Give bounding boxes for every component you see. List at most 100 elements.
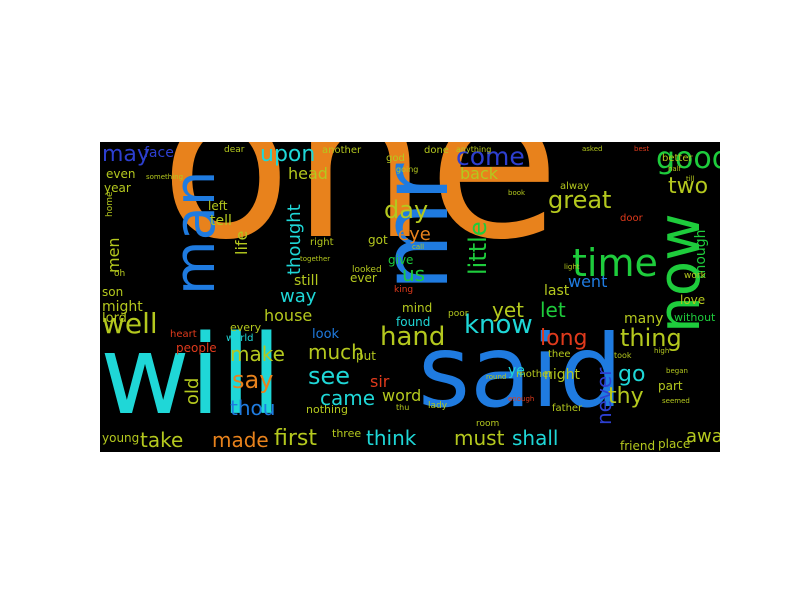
- word-head: head: [288, 164, 328, 183]
- word-young: young: [102, 431, 140, 445]
- word-one: one: [160, 142, 561, 287]
- word-poor: poor: [448, 309, 469, 319]
- word-will: will: [100, 311, 282, 439]
- word-friend: friend: [620, 439, 656, 452]
- word-heart: heart: [170, 329, 197, 340]
- word-part: part: [658, 379, 683, 393]
- word-look: look: [312, 327, 340, 342]
- word-oh: oh: [114, 269, 126, 279]
- word-good: good: [656, 142, 720, 176]
- word-began: began: [666, 367, 688, 375]
- word-alway: alway: [560, 181, 590, 192]
- word-many: many: [624, 311, 664, 327]
- word-mother: mother: [516, 369, 553, 380]
- word-without: without: [674, 311, 716, 324]
- word-place: place: [658, 437, 691, 451]
- word-great: great: [548, 186, 612, 214]
- word-thou: thou: [230, 396, 276, 420]
- word-yet: yet: [492, 298, 524, 322]
- word-thu: thu: [396, 403, 410, 412]
- word-well: well: [102, 307, 158, 340]
- word-thought: thought: [284, 204, 305, 275]
- word-dear: dear: [224, 145, 245, 155]
- word-right: right: [310, 237, 334, 248]
- word-even: even: [106, 167, 136, 181]
- word-say: say: [232, 366, 274, 394]
- word-think: think: [366, 426, 417, 450]
- word-still: still: [294, 273, 319, 289]
- word-going: going: [396, 165, 419, 174]
- word-something: something: [146, 173, 184, 181]
- word-night: night: [544, 367, 581, 383]
- word-asked: asked: [582, 145, 603, 153]
- word-together: together: [300, 255, 331, 263]
- word-better: better: [662, 153, 693, 164]
- word-book: book: [508, 189, 526, 197]
- word-till: till: [686, 175, 695, 183]
- word-thee: thee: [548, 349, 571, 360]
- word-man: man: [163, 170, 228, 295]
- word-give: give: [388, 253, 414, 267]
- word-face: face: [144, 145, 174, 161]
- word-come: come: [456, 142, 525, 171]
- word-father: father: [552, 403, 583, 414]
- word-another: another: [322, 145, 362, 156]
- word-home: home: [105, 191, 115, 217]
- word-went: went: [568, 272, 608, 291]
- word-upon: upon: [260, 142, 316, 167]
- word-best: best: [634, 145, 650, 153]
- word-way: way: [280, 286, 317, 307]
- word-thing: thing: [620, 324, 682, 352]
- word-world: world: [226, 333, 254, 344]
- word-light: light: [564, 263, 580, 271]
- word-round: round: [486, 373, 507, 381]
- word-take: take: [140, 428, 184, 452]
- word-side: side: [311, 198, 320, 215]
- word-three: three: [332, 427, 362, 440]
- word-left: left: [208, 199, 228, 213]
- word-house: house: [264, 306, 313, 325]
- word-year: year: [104, 181, 131, 195]
- word-call: call: [412, 243, 425, 251]
- word-people: people: [176, 341, 217, 355]
- word-let: let: [540, 298, 566, 322]
- word-much: much: [308, 340, 364, 364]
- word-god: god: [386, 153, 405, 164]
- word-lady: lady: [428, 401, 448, 411]
- word-sir: sir: [370, 372, 390, 391]
- word-put: put: [356, 349, 376, 363]
- word-hand: hand: [380, 322, 446, 352]
- word-son: son: [102, 285, 124, 299]
- word-looked: looked: [352, 265, 382, 275]
- word-half: half: [668, 165, 682, 173]
- word-old: old: [182, 377, 203, 405]
- word-mind: mind: [402, 301, 433, 315]
- word-little: little: [464, 221, 492, 275]
- word-enough: enough: [508, 395, 535, 403]
- word-ever: ever: [350, 271, 377, 285]
- word-life: life: [232, 230, 251, 255]
- word-made: made: [212, 428, 269, 452]
- word-room: room: [476, 419, 500, 429]
- word-every: every: [230, 321, 262, 334]
- word-us: us: [402, 262, 426, 286]
- word-came: came: [320, 386, 376, 410]
- word-might: might: [102, 299, 143, 315]
- word-work: work: [684, 271, 706, 281]
- word-lord: lord: [102, 311, 127, 326]
- word-long: long: [540, 326, 588, 351]
- word-away: away: [686, 426, 720, 447]
- word-men: men: [104, 237, 123, 273]
- word-make: make: [230, 342, 285, 366]
- word-shall: shall: [512, 426, 559, 450]
- word-eye: eye: [398, 224, 431, 245]
- word-must: must: [454, 426, 505, 450]
- word-may: may: [102, 142, 150, 167]
- word-love: love: [680, 293, 706, 307]
- word-day: day: [384, 196, 429, 224]
- word-nothing: nothing: [306, 403, 348, 416]
- word-ye: ye: [508, 363, 525, 379]
- word-king: king: [394, 285, 414, 295]
- word-two: two: [668, 174, 709, 199]
- word-seemed: seemed: [662, 397, 690, 405]
